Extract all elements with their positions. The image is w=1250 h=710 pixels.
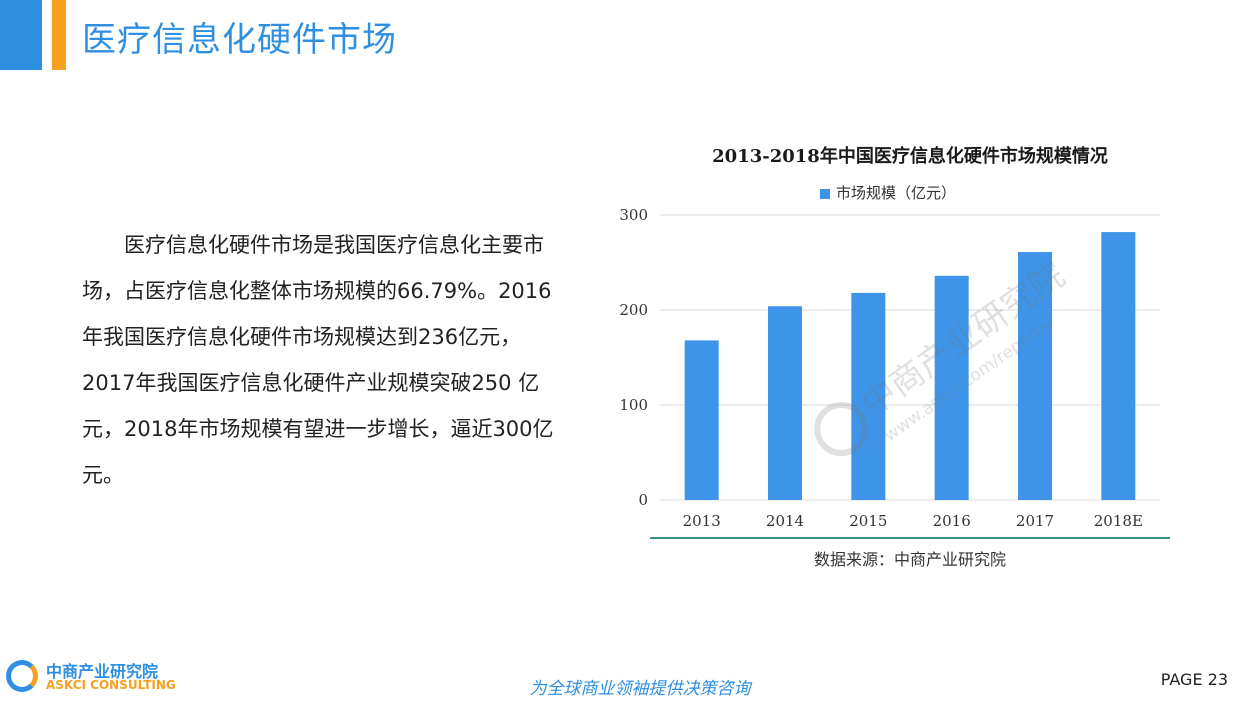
x-tick-label: 2013 [683,512,721,530]
bar-chart: 0 100 200 300 2013 2014 2015 2016 2017 2018E [619,206,1160,530]
data-source: 数据来源：中商产业研究院 [813,550,1006,569]
source-divider [650,537,1170,539]
header-accent-orange [52,0,66,70]
header-accent-blue [0,0,42,70]
footer-slogan: 为全球商业领袖提供决策咨询 [529,679,751,699]
y-tick-label: 100 [619,396,648,414]
bar [1101,232,1136,500]
bar [1018,252,1052,500]
x-tick-label: 2015 [849,512,887,530]
bar [934,275,969,500]
chart-title: 2013-2018年中国医疗信息化硬件市场规模情况 [712,146,1108,167]
x-tick-label: 2016 [933,512,971,530]
y-tick-label: 0 [638,491,648,509]
page-number: PAGE 23 [1160,670,1228,689]
bar [684,340,719,500]
bar [851,292,886,500]
chart-legend: 市场规模（亿元） [820,182,956,203]
legend-swatch [820,188,830,199]
x-tick-label: 2014 [766,512,804,530]
page-title: 医疗信息化硬件市场 [82,20,397,60]
legend-label: 市场规模（亿元） [836,184,957,202]
x-tick-label: 2018E [1094,512,1143,530]
logo-ring-icon [6,660,38,692]
body-paragraph: 医疗信息化硬件市场是我国医疗信息化主要市场，占医疗信息化整体市场规模的66.79… [82,233,554,487]
bar [768,306,802,500]
y-tick-label: 300 [619,206,648,224]
logo-name-cn: 中商产业研究院 [46,662,159,681]
y-tick-label: 200 [619,301,648,319]
logo-name-en: ASKCI CONSULTING [46,678,176,692]
x-tick-label: 2017 [1016,512,1054,530]
